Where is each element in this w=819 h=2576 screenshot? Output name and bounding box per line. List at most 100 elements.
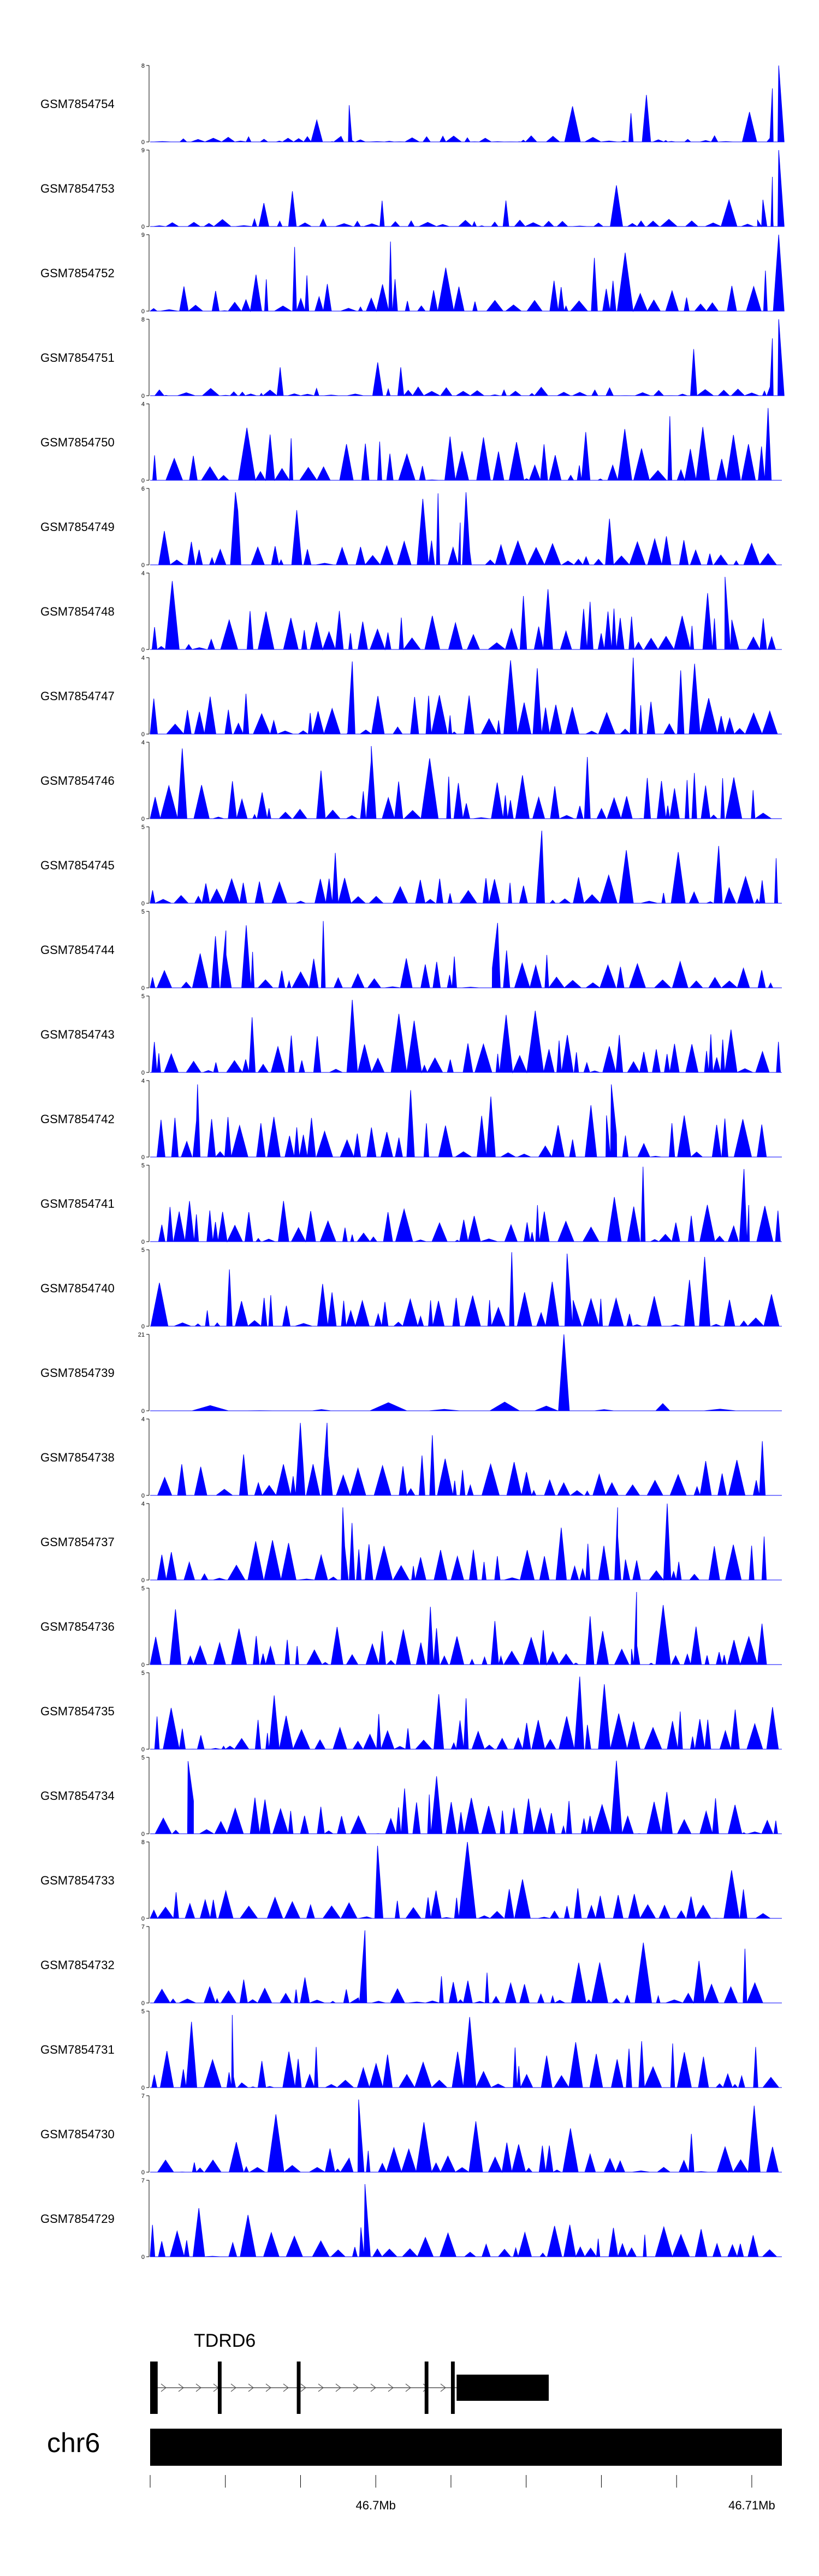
y-tick-label-max: 8 <box>141 1839 145 1846</box>
y-tick-label-max: 5 <box>141 1585 145 1592</box>
x-tick-label: 46.71Mb <box>728 2499 775 2512</box>
track-label: GSM7854753 <box>40 182 115 195</box>
y-tick-label-max: 5 <box>141 824 145 831</box>
coverage-area <box>150 65 785 143</box>
track-GSM7854734: GSM7854734 5 0 <box>40 1755 782 1838</box>
coverage-area <box>150 2014 782 2089</box>
y-tick-label-zero: 0 <box>141 224 145 230</box>
coverage-area <box>150 1422 782 1496</box>
y-tick-label-max: 4 <box>141 655 145 661</box>
track-GSM7854752: GSM7854752 9 0 <box>40 232 785 315</box>
y-tick-label-max: 8 <box>141 63 145 69</box>
track-GSM7854733: GSM7854733 8 0 <box>40 1839 782 1922</box>
track-GSM7854753: GSM7854753 9 0 <box>40 147 785 230</box>
track-label: GSM7854739 <box>40 1366 115 1380</box>
strand-arrow <box>230 2383 236 2392</box>
y-tick-label-max: 5 <box>141 909 145 915</box>
coverage-tracks: GSM785475480GSM785475390GSM785475290GSM7… <box>40 63 785 2261</box>
track-label: GSM7854733 <box>40 1874 115 1887</box>
strand-arrow <box>178 2383 184 2392</box>
track-label: GSM7854730 <box>40 2127 115 2141</box>
y-tick-label-max: 5 <box>141 1162 145 1169</box>
track-GSM7854744: GSM7854744 5 0 <box>40 909 782 992</box>
track-GSM7854729: GSM7854729 7 0 <box>40 2178 782 2261</box>
y-tick-label-zero: 0 <box>141 308 145 315</box>
coverage-area <box>150 576 782 651</box>
exon <box>150 2362 158 2414</box>
track-label: GSM7854746 <box>40 774 115 788</box>
y-tick-label-max: 6 <box>141 486 145 492</box>
y-tick-label-zero: 0 <box>141 1408 145 1415</box>
track-label: GSM7854744 <box>40 943 115 957</box>
gene-label: TDRD6 <box>194 2330 256 2351</box>
coverage-area <box>150 1930 782 2004</box>
exon <box>450 2362 455 2414</box>
y-tick-label-max: 4 <box>141 570 145 577</box>
track-label: GSM7854750 <box>40 436 115 449</box>
track-label: GSM7854729 <box>40 2212 115 2226</box>
track-GSM7854750: GSM7854750 4 0 <box>40 401 782 484</box>
coverage-area <box>150 1252 782 1327</box>
coverage-area <box>150 1591 782 1666</box>
track-label: GSM7854734 <box>40 1789 115 1803</box>
track-label: GSM7854738 <box>40 1451 115 1464</box>
y-tick-label-zero: 0 <box>141 1070 145 1076</box>
track-label: GSM7854754 <box>40 97 115 111</box>
coverage-area <box>150 746 782 820</box>
y-tick-label-max: 7 <box>141 1924 145 1930</box>
y-tick-label-max: 5 <box>141 2008 145 2015</box>
y-tick-label-zero: 0 <box>141 2000 145 2007</box>
strand-arrow <box>248 2383 254 2392</box>
y-tick-label-max: 4 <box>141 1416 145 1423</box>
track-GSM7854730: GSM7854730 7 0 <box>40 2093 782 2176</box>
track-GSM7854741: GSM7854741 5 0 <box>40 1162 782 1245</box>
strand-arrow <box>370 2383 376 2392</box>
y-tick-label-zero: 0 <box>141 393 145 399</box>
track-label: GSM7854749 <box>40 520 115 534</box>
y-tick-label-zero: 0 <box>141 901 145 907</box>
chromosome-label: chr6 <box>47 2428 100 2458</box>
y-tick-label-max: 5 <box>141 993 145 1000</box>
y-tick-label-max: 9 <box>141 147 145 154</box>
track-GSM7854747: GSM7854747 4 0 <box>40 655 782 738</box>
y-tick-label-max: 7 <box>141 2093 145 2100</box>
y-tick-label-zero: 0 <box>141 816 145 822</box>
track-GSM7854740: GSM7854740 5 0 <box>40 1247 782 1330</box>
track-label: GSM7854742 <box>40 1112 115 1126</box>
y-tick-label-zero: 0 <box>141 1323 145 1330</box>
y-tick-label-max: 4 <box>141 740 145 746</box>
track-GSM7854731: GSM7854731 5 0 <box>40 2008 782 2091</box>
y-tick-label-zero: 0 <box>141 1831 145 1838</box>
coverage-area <box>150 1676 782 1750</box>
exon <box>424 2362 429 2414</box>
y-tick-label-max: 5 <box>141 1670 145 1677</box>
y-tick-label-zero: 0 <box>141 1577 145 1584</box>
track-label: GSM7854741 <box>40 1197 115 1211</box>
gene-track: TDRD6 <box>150 2330 549 2414</box>
coverage-area <box>150 921 782 989</box>
coverage-area <box>150 1084 782 1158</box>
strand-arrow <box>388 2383 394 2392</box>
track-label: GSM7854743 <box>40 1028 115 1041</box>
coverage-area <box>150 1334 782 1411</box>
y-tick-label-zero: 0 <box>141 731 145 738</box>
y-tick-label-zero: 0 <box>141 1746 145 1753</box>
y-tick-label-zero: 0 <box>141 139 145 146</box>
chromosome-track: chr6 46.7Mb 46.71Mb <box>47 2428 782 2512</box>
y-tick-label-max: 4 <box>141 401 145 408</box>
y-tick-label-zero: 0 <box>141 1154 145 1161</box>
exon <box>296 2362 301 2414</box>
y-tick-label-max: 5 <box>141 1755 145 1761</box>
exon <box>456 2375 549 2401</box>
coverage-area <box>150 657 782 735</box>
track-GSM7854732: GSM7854732 7 0 <box>40 1924 782 2007</box>
coverage-area <box>150 1842 782 1919</box>
coverage-area <box>150 2099 782 2173</box>
y-tick-label-max: 4 <box>141 1078 145 1084</box>
coverage-area <box>150 1503 782 1581</box>
track-GSM7854748: GSM7854748 4 0 <box>40 570 782 653</box>
coverage-area <box>150 150 785 228</box>
y-tick-label-zero: 0 <box>141 2169 145 2176</box>
coverage-area <box>150 1761 782 1835</box>
